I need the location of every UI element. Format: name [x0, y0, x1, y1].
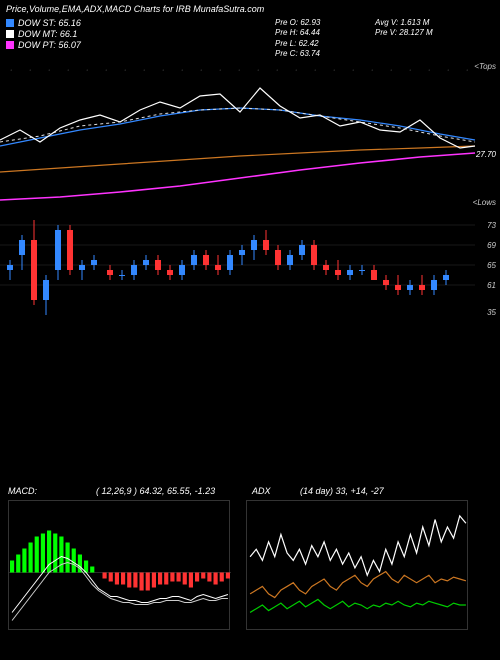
svg-text:·: ·	[86, 67, 88, 74]
svg-text:·: ·	[105, 67, 107, 74]
legend-mt-label: DOW MT: 66.1	[18, 29, 77, 39]
ohlc-c: Pre C: 63.74	[275, 49, 320, 59]
chart-title: Price,Volume,EMA,ADX,MACD Charts for IRB…	[6, 4, 264, 14]
legend-dow-st: DOW ST: 65.16	[6, 18, 81, 28]
ohlc-l: Pre L: 62.42	[275, 39, 320, 49]
legend-dow-pt: DOW PT: 56.07	[6, 40, 81, 50]
macd-header: MACD:	[8, 486, 37, 496]
macd-label: MACD:	[8, 486, 37, 496]
price-line-panel: · · · · · · · · · · · · · · · · · · · · · · · · ·	[0, 60, 500, 205]
svg-text:·: ·	[428, 67, 430, 74]
legend-mt-swatch	[6, 30, 14, 38]
svg-text:·: ·	[48, 67, 50, 74]
legend-st-swatch	[6, 19, 14, 27]
avg-vol: Avg V: 1.613 M	[375, 18, 433, 28]
y-73: 73	[487, 221, 496, 230]
candlestick-panel	[0, 215, 500, 315]
svg-text:·: ·	[200, 67, 202, 74]
legend: DOW ST: 65.16 DOW MT: 66.1 DOW PT: 56.07	[6, 18, 81, 51]
svg-text:·: ·	[447, 67, 449, 74]
svg-text:·: ·	[67, 67, 69, 74]
svg-text:·: ·	[371, 67, 373, 74]
svg-text:·: ·	[124, 67, 126, 74]
adx-values: (14 day) 33, +14, -27	[300, 486, 384, 496]
ohlc-block: Pre O: 62.93 Pre H: 64.44 Pre L: 62.42 P…	[275, 18, 320, 60]
legend-dow-mt: DOW MT: 66.1	[6, 29, 81, 39]
lows-label: <Lows	[473, 198, 496, 207]
svg-text:·: ·	[29, 67, 31, 74]
svg-text:·: ·	[162, 67, 164, 74]
svg-text:·: ·	[143, 67, 145, 74]
svg-text:·: ·	[238, 67, 240, 74]
adx-label: ADX	[252, 486, 271, 496]
svg-text:·: ·	[219, 67, 221, 74]
svg-text:·: ·	[390, 67, 392, 74]
svg-text:·: ·	[181, 67, 183, 74]
y-61: 61	[487, 281, 496, 290]
svg-text:·: ·	[257, 67, 259, 74]
svg-text:·: ·	[295, 67, 297, 74]
macd-panel	[8, 500, 230, 630]
y-69: 69	[487, 241, 496, 250]
svg-text:·: ·	[409, 67, 411, 74]
svg-text:·: ·	[276, 67, 278, 74]
ohlc-h: Pre H: 64.44	[275, 28, 320, 38]
y-65: 65	[487, 261, 496, 270]
tops-label: <Tops	[474, 62, 496, 71]
pre-vol: Pre V: 28.127 M	[375, 28, 433, 38]
svg-text:·: ·	[466, 67, 468, 74]
svg-text:·: ·	[333, 67, 335, 74]
legend-pt-swatch	[6, 41, 14, 49]
adx-panel	[246, 500, 468, 630]
svg-text:·: ·	[314, 67, 316, 74]
y-35: 35	[487, 308, 496, 317]
legend-pt-label: DOW PT: 56.07	[18, 40, 81, 50]
volume-stats: Avg V: 1.613 M Pre V: 28.127 M	[375, 18, 433, 39]
legend-st-label: DOW ST: 65.16	[18, 18, 81, 28]
price-right-label: 27.70	[476, 150, 496, 159]
svg-text:·: ·	[352, 67, 354, 74]
ohlc-o: Pre O: 62.93	[275, 18, 320, 28]
svg-text:·: ·	[10, 67, 12, 74]
macd-values: ( 12,26,9 ) 64.32, 65.55, -1.23	[96, 486, 215, 496]
